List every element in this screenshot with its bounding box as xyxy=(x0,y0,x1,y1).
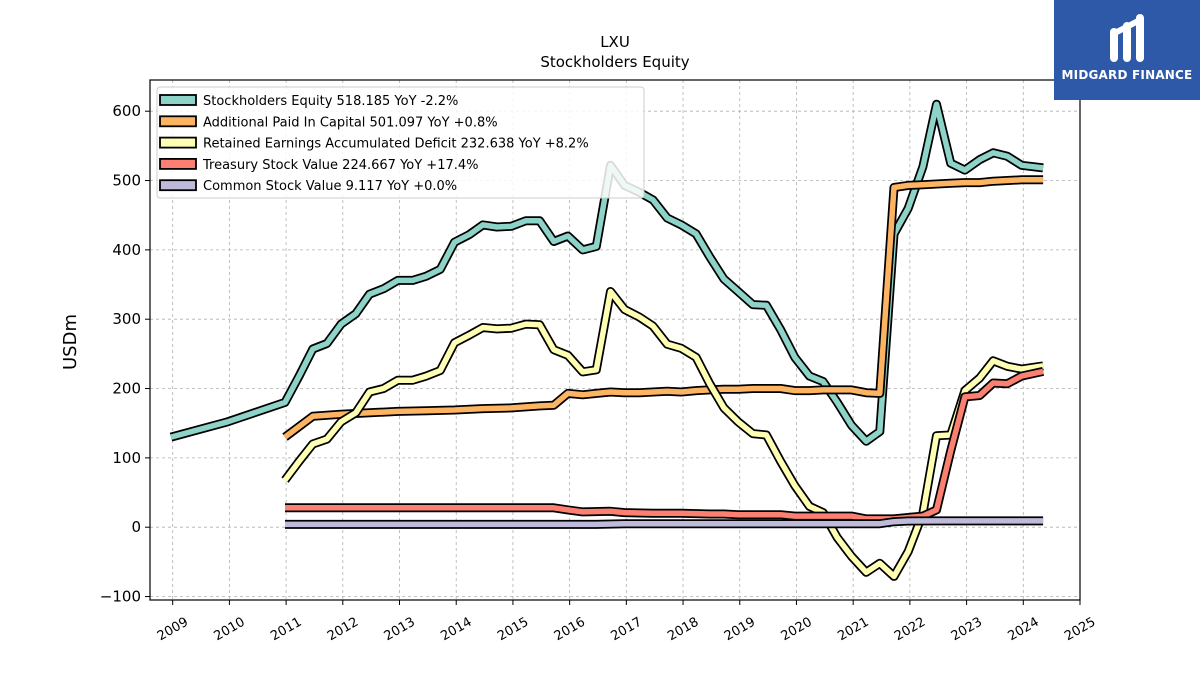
legend-entry: Treasury Stock Value 224.667 YoY +17.4% xyxy=(202,158,479,173)
chart-subtitle: Stockholders Equity xyxy=(540,53,689,71)
series-line-stockholders-equity xyxy=(170,101,1044,444)
y-tick-label: −100 xyxy=(100,588,141,606)
series-line-treasury-stock-value xyxy=(285,368,1044,522)
y-tick-label: 200 xyxy=(112,380,141,398)
legend-swatch xyxy=(159,136,197,149)
x-tick-label: 2009 xyxy=(155,615,191,645)
brand-name: MIDGARD FINANCE xyxy=(1061,68,1193,82)
series-line-common-stock-value xyxy=(285,518,1044,528)
legend-entry: Retained Earnings Accumulated Deficit 23… xyxy=(203,137,589,152)
x-tick-label: 2022 xyxy=(892,615,928,645)
x-tick-label: 2023 xyxy=(949,615,985,645)
x-tick-label: 2013 xyxy=(382,615,418,645)
brand-logo: MIDGARD FINANCE xyxy=(1054,0,1200,100)
y-tick-label: 100 xyxy=(112,449,141,467)
x-tick-label: 2010 xyxy=(212,615,248,645)
legend: Stockholders Equity 518.185 YoY -2.2% Add… xyxy=(156,86,645,199)
y-tick-label: 400 xyxy=(112,241,141,259)
x-tick-label: 2024 xyxy=(1005,615,1041,645)
chart-title: LXU xyxy=(600,33,630,51)
x-tick-label: 2016 xyxy=(552,615,588,645)
x-tick-label: 2015 xyxy=(495,615,531,645)
legend-swatch xyxy=(159,115,197,128)
plot-frame xyxy=(149,79,1081,601)
x-tick-label: 2012 xyxy=(325,615,361,645)
x-tick-label: 2018 xyxy=(665,615,701,645)
legend-entry: Additional Paid In Capital 501.097 YoY +… xyxy=(203,115,498,130)
y-tick-label: 500 xyxy=(112,172,141,190)
y-axis-label: USDm xyxy=(60,314,81,370)
x-tick-label: 2021 xyxy=(835,615,871,645)
brand-mark-icon xyxy=(1054,10,1200,70)
legend-swatch xyxy=(159,179,197,192)
y-tick-label: 0 xyxy=(131,518,141,536)
legend-swatch xyxy=(159,94,197,106)
series-outline-retained-earnings-accumulated-deficit xyxy=(281,287,1044,581)
y-tick-label: 600 xyxy=(112,102,141,120)
y-tick-label: 300 xyxy=(112,310,141,328)
legend-swatch xyxy=(159,157,197,170)
x-tick-label: 2011 xyxy=(268,615,304,645)
x-tick-label: 2019 xyxy=(722,615,758,645)
legend-box xyxy=(156,86,645,199)
x-tick-label: 2017 xyxy=(609,615,645,645)
series-lines xyxy=(169,99,1045,581)
x-tick-label: 2025 xyxy=(1062,615,1098,645)
series-line-additional-paid-in-capital xyxy=(283,177,1044,440)
series-line-retained-earnings-accumulated-deficit xyxy=(282,288,1044,580)
x-tick-label: 2020 xyxy=(779,615,815,645)
legend-entry: Common Stock Value 9.117 YoY +0.0% xyxy=(203,179,457,194)
legend-entry: Stockholders Equity 518.185 YoY -2.2% xyxy=(203,94,458,109)
x-tick-label: 2014 xyxy=(438,615,474,645)
